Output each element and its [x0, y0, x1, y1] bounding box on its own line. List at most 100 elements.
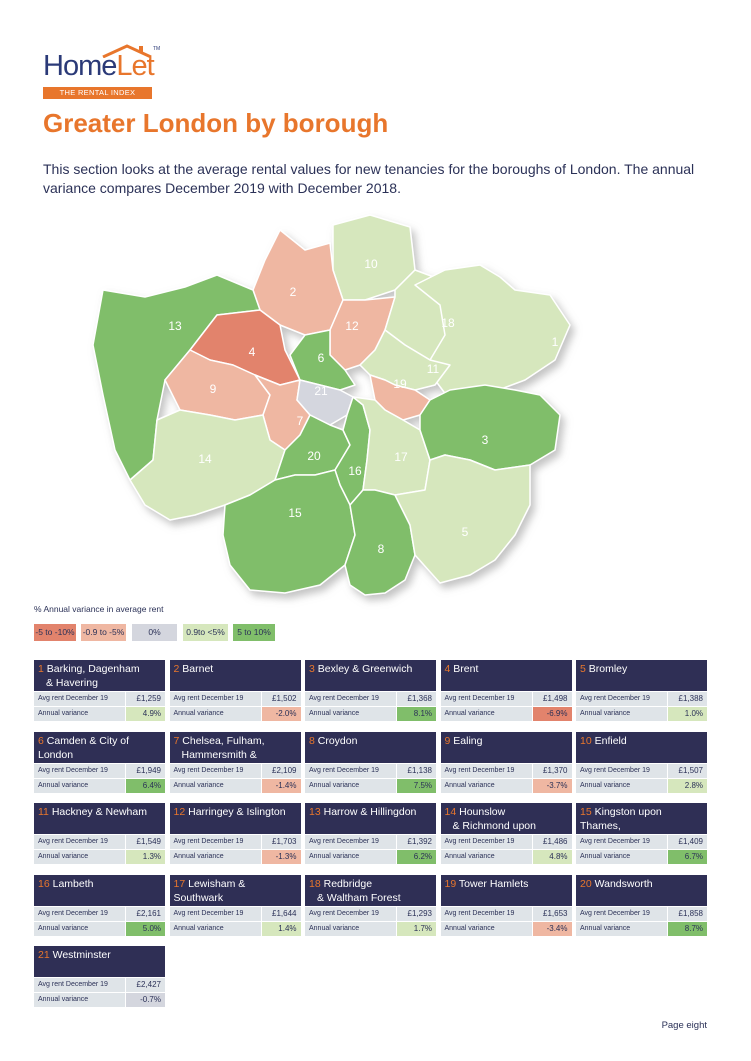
- variance-label: Annual variance: [305, 707, 396, 721]
- borough-region-5: [394, 454, 531, 584]
- avg-rent-value: £1,368: [397, 692, 436, 706]
- variance-row: Annual variance 4.8%: [440, 850, 572, 864]
- variance-row: Annual variance 8.7%: [576, 921, 707, 936]
- variance-row: Annual variance -1.4%: [169, 778, 301, 793]
- avg-rent-label: Avg rent December 19: [34, 692, 125, 706]
- variance-row: Annual variance -6.9%: [440, 707, 572, 721]
- borough-number: 11: [38, 806, 49, 818]
- variance-value: 7.5%: [397, 778, 436, 793]
- borough-name: Enfield: [594, 734, 627, 747]
- avg-rent-value: £2,427: [126, 978, 165, 992]
- avg-rent-label: Avg rent December 19: [440, 763, 532, 778]
- map-label-7: 7: [297, 414, 304, 428]
- borough-card-header: 7 Chelsea, Fulham,Hammersmith & Kensingt…: [169, 731, 301, 775]
- borough-number: 6: [38, 734, 44, 747]
- variance-value: 2.8%: [668, 778, 707, 793]
- avg-rent-label: Avg rent December 19: [576, 835, 667, 849]
- borough-card: 3 Bexley & Greenwich Avg rent December 19…: [305, 660, 436, 721]
- avg-rent-label: Avg rent December 19: [34, 978, 125, 992]
- avg-rent-row: Avg rent December 19 £1,498: [440, 692, 572, 706]
- variance-row: Annual variance -0.7%: [34, 993, 165, 1007]
- borough-card: 11 Hackney & Newham Avg rent December 19 £…: [34, 803, 165, 864]
- avg-rent-value: £1,388: [668, 692, 707, 706]
- borough-card-header: 3 Bexley & Greenwich: [305, 660, 436, 691]
- borough-number: 17: [173, 877, 186, 890]
- borough-name: Bexley & Greenwich: [317, 663, 413, 675]
- borough-card: 6 Camden & City of London Avg rent Decemb…: [34, 731, 165, 793]
- avg-rent-label: Avg rent December 19: [305, 763, 396, 778]
- logo-tm: TM: [153, 46, 161, 52]
- page-title: Greater London by borough: [43, 108, 389, 138]
- borough-card: 8 Croydon Avg rent December 19 £1,138 Annua…: [305, 731, 436, 793]
- borough-card: 13 Harrow & Hillingdon Avg rent December …: [305, 803, 436, 864]
- variance-value: -3.4%: [532, 921, 572, 936]
- borough-name: Redbridge: [323, 877, 373, 890]
- avg-rent-value: £2,109: [261, 763, 301, 778]
- avg-rent-value: £1,392: [397, 835, 436, 849]
- borough-number: 21: [38, 949, 50, 961]
- avg-rent-value: £1,138: [397, 763, 436, 778]
- borough-number: 2: [173, 663, 180, 675]
- borough-name: Ealing: [453, 734, 483, 747]
- london-borough-map: 1 2 3 4 5 6 7 8 9 10 11 12 13 14 15 16 1…: [85, 214, 571, 615]
- avg-rent-value: £1,409: [668, 835, 707, 849]
- variance-label: Annual variance: [576, 921, 667, 936]
- borough-card-header: 16 Lambeth: [34, 874, 165, 906]
- borough-card: 18 Redbridge & Waltham Forest Avg rent Dec…: [305, 874, 436, 936]
- map-label-2: 2: [290, 285, 297, 299]
- variance-row: Annual variance 5.0%: [34, 921, 165, 936]
- map-label-3: 3: [482, 433, 489, 447]
- avg-rent-value: £1,644: [261, 906, 301, 921]
- map-label-1: 1: [552, 335, 559, 349]
- variance-row: Annual variance 1.0%: [576, 707, 707, 721]
- variance-label: Annual variance: [440, 778, 532, 793]
- borough-name: Westminster: [52, 949, 111, 961]
- borough-card-header: 9 Ealing: [440, 731, 572, 763]
- avg-rent-value: £1,949: [126, 763, 165, 778]
- avg-rent-label: Avg rent December 19: [305, 906, 396, 921]
- variance-label: Annual variance: [169, 850, 261, 864]
- borough-card-header: 1 Barking, Dagenham & Havering: [34, 660, 165, 691]
- avg-rent-row: Avg rent December 19 £1,644: [169, 906, 301, 921]
- borough-number: 9: [444, 734, 451, 747]
- variance-label: Annual variance: [305, 850, 396, 864]
- avg-rent-value: £1,293: [397, 906, 436, 921]
- variance-label: Annual variance: [576, 707, 667, 721]
- borough-number: 20: [580, 877, 592, 890]
- map-label-16: 16: [348, 464, 362, 478]
- borough-card-header: 20 Wandsworth: [576, 874, 707, 906]
- variance-value: -6.9%: [532, 707, 572, 721]
- borough-name: Wandsworth: [594, 877, 653, 890]
- avg-rent-label: Avg rent December 19: [440, 835, 532, 849]
- map-label-4: 4: [249, 345, 256, 359]
- borough-card-header: 15 Kingston upon Thames,Merton & Sutton: [576, 803, 707, 846]
- borough-card: 17 Lewisham & Southwark Avg rent December…: [169, 874, 301, 936]
- variance-label: Annual variance: [34, 707, 125, 721]
- variance-value: -1.3%: [261, 850, 301, 864]
- borough-card-header: 19 Tower Hamlets: [440, 874, 572, 906]
- variance-label: Annual variance: [440, 921, 532, 936]
- avg-rent-value: £1,703: [261, 835, 301, 849]
- avg-rent-label: Avg rent December 19: [576, 906, 667, 921]
- variance-value: 6.2%: [397, 850, 436, 864]
- variance-value: 5.0%: [126, 921, 165, 936]
- variance-value: 1.7%: [397, 921, 436, 936]
- borough-card-header: 8 Croydon: [305, 731, 436, 763]
- borough-name: Harrow & Hillingdon: [323, 806, 417, 818]
- variance-row: Annual variance 1.7%: [305, 921, 436, 936]
- borough-name: Bromley: [588, 663, 628, 675]
- avg-rent-value: £1,502: [261, 692, 301, 706]
- avg-rent-row: Avg rent December 19 £1,259: [34, 692, 165, 706]
- avg-rent-label: Avg rent December 19: [305, 692, 396, 706]
- borough-name-line2: & Havering: [46, 677, 98, 689]
- borough-name: Harringey & Islington: [188, 806, 286, 818]
- variance-label: Annual variance: [440, 707, 532, 721]
- borough-card-header: 14 Hounslow& Richmond upon Thames: [440, 803, 572, 846]
- avg-rent-row: Avg rent December 19 £1,858: [576, 906, 707, 921]
- map-label-13: 13: [168, 319, 182, 333]
- borough-name: Kingston upon Thames,: [580, 806, 662, 832]
- logo-let: Let: [116, 50, 154, 82]
- variance-label: Annual variance: [34, 921, 125, 936]
- variance-row: Annual variance 1.4%: [169, 921, 301, 936]
- avg-rent-row: Avg rent December 19 £1,549: [34, 835, 165, 849]
